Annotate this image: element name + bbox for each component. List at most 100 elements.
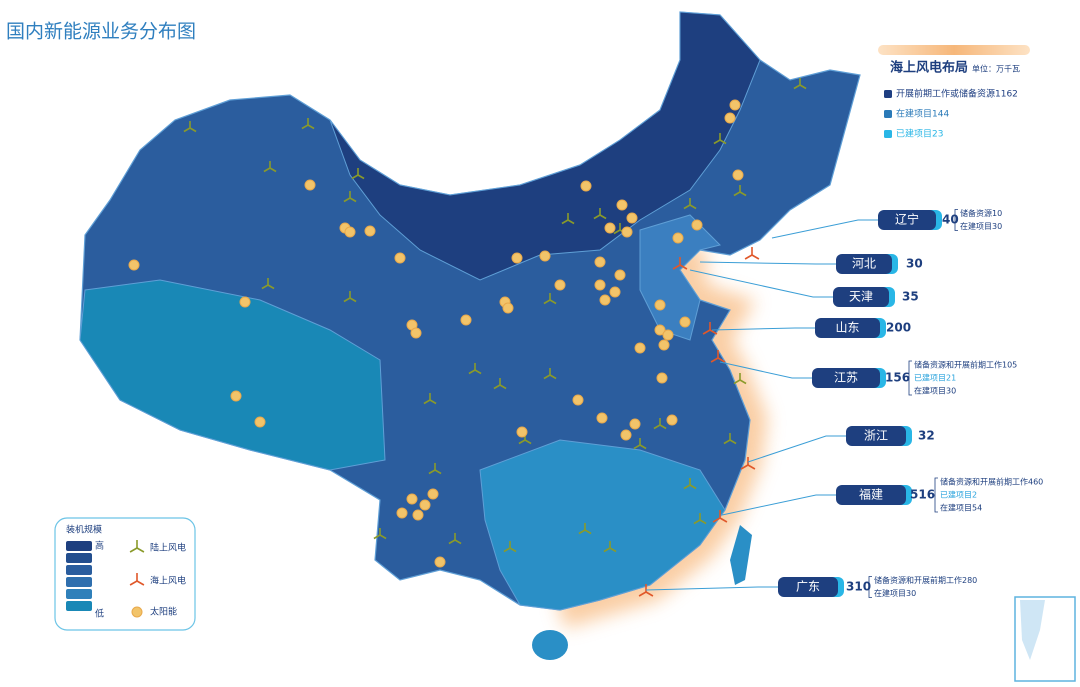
- callout-detail: 储备资源和开展前期工作105: [914, 360, 1017, 370]
- turbine-blade: [689, 204, 697, 210]
- taiwan: [730, 525, 752, 585]
- turbine-blade: [373, 534, 381, 540]
- panel-swatch: [884, 110, 892, 118]
- callout-total: 200: [886, 321, 911, 335]
- callout-total: 516: [910, 488, 935, 502]
- turbine-blade: [799, 84, 807, 90]
- panel-item: 已建项目23: [896, 128, 943, 140]
- solar-icon: [239, 296, 251, 308]
- turbine-icon: [712, 510, 728, 523]
- solar-icon: [626, 212, 638, 224]
- turbine-blade: [509, 547, 517, 553]
- region-tibet: [79, 279, 386, 471]
- callout-box: [836, 485, 906, 505]
- solar-icon: [502, 302, 514, 314]
- turbine-blade: [549, 374, 557, 380]
- solar-icon: [304, 179, 316, 191]
- turbine-blade: [351, 174, 359, 180]
- callout-detail: 在建项目30: [960, 221, 1002, 231]
- turbine-blade: [543, 374, 551, 380]
- callout-detail: 已建项目2: [940, 490, 977, 500]
- solar-icon: [599, 294, 611, 306]
- legend-low: 低: [95, 608, 104, 620]
- map-shapes: [79, 11, 861, 660]
- turbine-blade: [423, 399, 431, 405]
- turbine-blade: [129, 547, 138, 553]
- leader-line: [747, 435, 846, 463]
- turbine-blade: [683, 204, 691, 210]
- solar-icon: [634, 342, 646, 354]
- turbine-blade: [689, 484, 697, 490]
- turbine-blade: [301, 124, 309, 130]
- callouts: 辽宁 40 储备资源10 在建项目30 河北 30 天津 35 山东 200 江苏 156 储备资源和开…: [645, 208, 1043, 598]
- turbine-icon: [183, 121, 197, 133]
- solar-icon: [539, 250, 551, 262]
- callout-province: 河北: [852, 257, 876, 271]
- solar-icon: [666, 414, 678, 426]
- solar-icon: [516, 426, 528, 438]
- solar-icon: [594, 256, 606, 268]
- turbine-blade: [672, 264, 681, 270]
- solar-icon: [406, 493, 418, 505]
- callout-detail: 已建项目21: [914, 373, 956, 383]
- callout-province: 山东: [835, 321, 859, 335]
- turbine-blade: [429, 399, 437, 405]
- turbine-blade: [645, 591, 654, 597]
- solar-icon: [460, 314, 472, 326]
- detail-bracket: [954, 209, 958, 231]
- scale-step: [66, 601, 92, 611]
- solar-icon: [427, 488, 439, 500]
- solar-icon: [419, 499, 431, 511]
- turbine-blade: [699, 519, 707, 525]
- turbine-icon: [428, 463, 442, 475]
- turbine-blade: [739, 191, 747, 197]
- turbine-blade: [603, 547, 611, 553]
- turbine-icon: [733, 185, 747, 197]
- solar-icon: [511, 252, 523, 264]
- turbine-blade: [719, 139, 727, 145]
- turbine-blade: [793, 84, 801, 90]
- solar-icon: [654, 324, 666, 336]
- turbine-blade: [474, 369, 482, 375]
- turbine-blade: [343, 197, 351, 203]
- turbine-icon: [744, 247, 760, 260]
- solar-icon: [629, 418, 641, 430]
- turbine-blade: [683, 484, 691, 490]
- turbine-blade: [599, 214, 607, 220]
- turbine-blade: [578, 529, 586, 535]
- callout-box: [778, 577, 838, 597]
- turbine-blade: [343, 297, 351, 303]
- leader-line: [719, 361, 812, 379]
- turbine-icon: [261, 278, 275, 290]
- turbine-icon: [693, 513, 707, 525]
- solar-icon: [658, 339, 670, 351]
- turbine-icon: [493, 378, 507, 390]
- callout-province: 广东: [796, 580, 820, 594]
- turbine-icon: [543, 293, 557, 305]
- turbine-blade: [189, 127, 197, 133]
- solar-icon: [394, 252, 406, 264]
- solar-icon: [724, 112, 736, 124]
- turbine-icon: [672, 257, 688, 270]
- solar-icon: [596, 412, 608, 424]
- turbine-blade: [729, 439, 737, 445]
- solar-icon: [662, 329, 674, 341]
- scale-step: [66, 565, 92, 575]
- solar-icon: [554, 279, 566, 291]
- turbine-icon: [468, 363, 482, 375]
- leader-line: [711, 327, 815, 331]
- detail-bracket: [908, 360, 912, 396]
- turbine-blade: [454, 539, 462, 545]
- turbine-blade: [261, 284, 269, 290]
- turbine-icon: [723, 433, 737, 445]
- callout-box: [878, 210, 936, 230]
- turbine-blade: [751, 254, 760, 260]
- turbine-blade: [561, 219, 569, 225]
- turbine-icon: [793, 78, 807, 90]
- callout-detail: 在建项目30: [914, 386, 956, 396]
- turbine-blade: [136, 580, 145, 586]
- offshore-panel: 海上风电布局 单位：万千瓦: [878, 45, 1030, 76]
- region-north: [329, 11, 761, 281]
- turbine-blade: [719, 517, 728, 523]
